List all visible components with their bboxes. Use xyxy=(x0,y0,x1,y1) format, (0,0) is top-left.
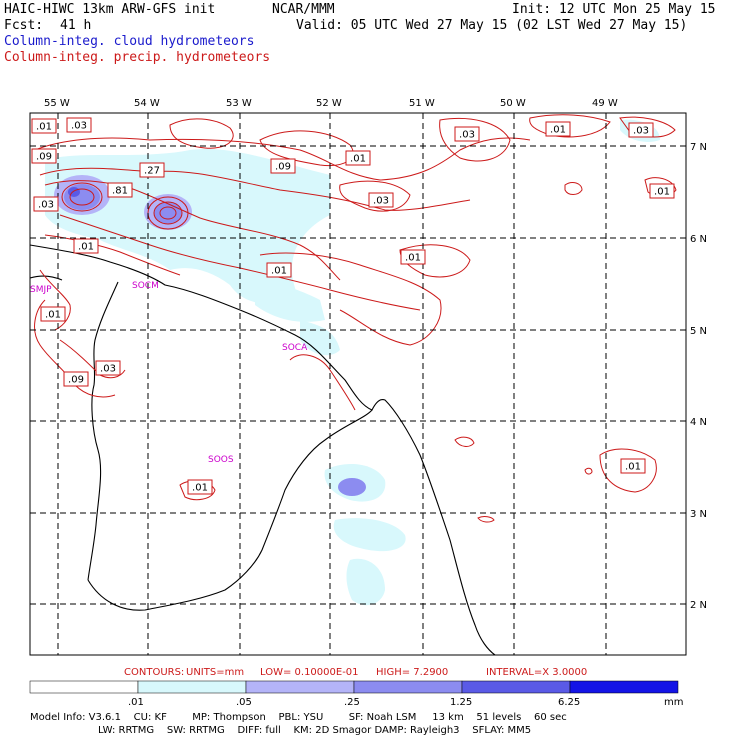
contour-label-box xyxy=(628,122,654,138)
contour-label: .01 xyxy=(36,122,52,133)
contour-label: .03 xyxy=(38,200,54,211)
contour-label: .01 xyxy=(654,187,670,198)
contours-low: LOW= 0.10000E-01 xyxy=(260,667,359,678)
stations: SMJP SOCM SOCA SOOS xyxy=(30,281,308,465)
lat-label: 2 N xyxy=(690,600,707,611)
lat-label: 3 N xyxy=(690,509,707,520)
colorbar-tick: 1.25 xyxy=(450,697,472,708)
contours-interval: INTERVAL=X 3.0000 xyxy=(486,667,588,678)
contour-label-box xyxy=(649,183,675,199)
cloud-shading-mid xyxy=(54,175,366,496)
map-frame xyxy=(29,112,687,656)
contour-label: .01 xyxy=(550,125,566,136)
contour-label-box xyxy=(107,182,133,198)
lon-label: 55 W xyxy=(44,98,70,109)
lat-label: 7 N xyxy=(690,142,707,153)
contour-label-box xyxy=(95,360,121,376)
contour-label-box xyxy=(40,306,66,322)
contour-label: .01 xyxy=(45,310,61,321)
model-title: HAIC-HIWC 13km ARW-GFS init xyxy=(4,2,216,17)
contour-label: .03 xyxy=(100,364,116,375)
contour-label-box xyxy=(31,118,57,134)
contour-label-box xyxy=(620,458,646,474)
contour-label-box xyxy=(400,249,426,265)
contour-label-box xyxy=(545,121,571,137)
station-label: SOCM xyxy=(132,281,159,291)
colorbar-segment xyxy=(137,680,247,694)
lat-label: 4 N xyxy=(690,417,707,428)
contour-label: .09 xyxy=(68,375,84,386)
colorbar-tick: .01 xyxy=(128,697,144,708)
model-info-line2: LW: RRTMG SW: RRTMG DIFF: full KM: 2D Sm… xyxy=(98,725,532,736)
lon-label: 50 W xyxy=(500,98,526,109)
colorbar-segment xyxy=(461,680,571,694)
cloud-shading xyxy=(45,119,660,606)
contour-label: .27 xyxy=(144,166,160,177)
contour-label: .01 xyxy=(625,462,641,473)
colorbar-segment xyxy=(353,680,463,694)
contour-label: .09 xyxy=(36,152,52,163)
contour-label-box xyxy=(368,192,394,208)
contour-label-box xyxy=(31,148,57,164)
colorbar-segment xyxy=(245,680,355,694)
contours-units: UNITS=mm xyxy=(186,667,245,678)
contour-label: .01 xyxy=(192,483,208,494)
colorbar: .01 .05 .25 1.25 6.25 mm xyxy=(29,680,683,708)
lon-label: 51 W xyxy=(409,98,435,109)
station-label: SOOS xyxy=(208,455,234,465)
contour-labels: .01 .03 .09 .27 .81 .03 .01 .09 .01 .03 .01 .01 .03.… xyxy=(31,117,675,495)
station-label: SMJP xyxy=(30,285,52,295)
contour-label: .81 xyxy=(112,186,128,197)
colorbar-tick: .25 xyxy=(344,697,360,708)
lon-label: 52 W xyxy=(316,98,342,109)
contour-label-box xyxy=(187,479,213,495)
contours-label: CONTOURS: xyxy=(124,667,185,678)
contour-label: .03 xyxy=(633,126,649,137)
contour-label: .01 xyxy=(405,253,421,264)
contour-label-box xyxy=(454,126,480,142)
contour-label: .03 xyxy=(459,130,475,141)
contour-label: .01 xyxy=(78,242,94,253)
colorbar-segment xyxy=(29,680,139,694)
init-time: Init: 12 UTC Mon 25 May 15 xyxy=(512,2,716,17)
contour-label-box xyxy=(66,117,92,133)
colorbar-tick: 6.25 xyxy=(558,697,580,708)
lon-labels: 55 W 54 W 53 W 52 W 51 W 50 W 49 W xyxy=(44,98,618,109)
contour-label: .01 xyxy=(350,154,366,165)
contour-label: .03 xyxy=(71,121,87,132)
contour-label-box xyxy=(139,162,165,178)
field-precip-label: Column-integ. precip. hydrometeors xyxy=(4,50,271,65)
lon-label: 54 W xyxy=(134,98,160,109)
org-label: NCAR/MMM xyxy=(272,2,335,17)
contour-label-box xyxy=(73,238,99,254)
model-info-line1: Model Info: V3.6.1 CU: KF MP: Thompson P… xyxy=(30,712,567,723)
colorbar-segment xyxy=(569,680,679,694)
fcst-label: Fcst: xyxy=(4,18,44,33)
lat-label: 6 N xyxy=(690,234,707,245)
contour-label-box xyxy=(345,150,371,166)
contour-label-box xyxy=(270,158,296,174)
lat-labels: 7 N 6 N 5 N 4 N 3 N 2 N xyxy=(690,142,707,611)
fcst-value: 41 h xyxy=(60,18,92,33)
valid-time: Valid: 05 UTC Wed 27 May 15 (02 LST Wed … xyxy=(296,18,688,33)
colorbar-units: mm xyxy=(664,697,683,708)
contour-label: .03 xyxy=(373,196,389,207)
station-label: SOCA xyxy=(282,343,308,353)
contours-high: HIGH= 7.2900 xyxy=(376,667,449,678)
contour-label-box xyxy=(63,371,89,387)
contour-label: .01 xyxy=(271,266,287,277)
precip-contours xyxy=(34,114,677,523)
lon-label: 53 W xyxy=(226,98,252,109)
colorbar-tick: .05 xyxy=(236,697,252,708)
contour-label: .09 xyxy=(275,162,291,173)
field-cloud-label: Column-integ. cloud hydrometeors xyxy=(4,34,255,49)
contour-label-box xyxy=(33,196,59,212)
contour-label-box xyxy=(266,262,292,278)
lon-label: 49 W xyxy=(592,98,618,109)
coastlines xyxy=(29,244,496,656)
lat-label: 5 N xyxy=(690,326,707,337)
